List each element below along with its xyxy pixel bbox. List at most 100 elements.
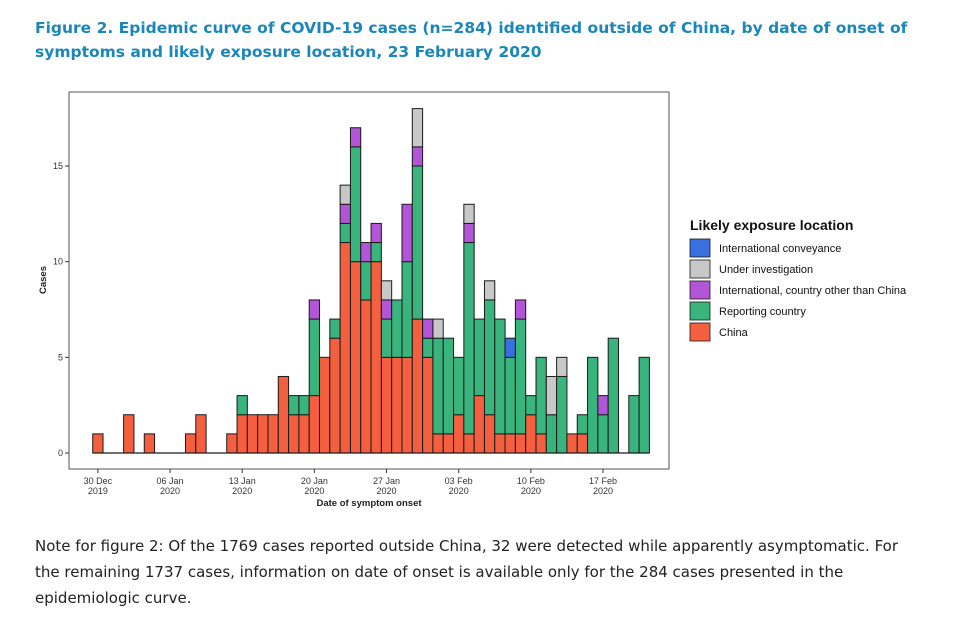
- bar-segment: [246, 414, 259, 454]
- bar-segment: [597, 395, 609, 416]
- bar-segment: [504, 433, 516, 454]
- bar-segment: [226, 433, 238, 454]
- bar-segment: [236, 395, 248, 416]
- bar-segment: [339, 222, 351, 244]
- bar-segment: [401, 356, 413, 454]
- bar-segment: [556, 356, 568, 377]
- bar-segment: [184, 433, 197, 454]
- bar-segment: [463, 433, 475, 454]
- legend-entry: Reporting country: [719, 306, 806, 318]
- bar-segment: [422, 356, 434, 454]
- bar-segment: [257, 414, 269, 454]
- bar-segment: [494, 433, 506, 454]
- bar-segment: [422, 318, 434, 339]
- bar-segment: [236, 414, 248, 454]
- x-tick-label-year: 2020: [160, 486, 180, 496]
- bar-segment: [535, 356, 547, 435]
- bar-segment: [514, 318, 527, 435]
- bar-segment: [411, 165, 424, 320]
- bar-segment: [360, 261, 372, 301]
- figure-note: Note for figure 2: Of the 1769 cases rep…: [35, 537, 899, 607]
- y-tick-label: 0: [58, 448, 63, 458]
- bar-segment: [370, 222, 382, 244]
- bar-segment: [319, 356, 331, 454]
- x-axis-label: Date of symptom onset: [316, 498, 422, 509]
- y-tick-label: 15: [53, 161, 63, 171]
- bar-segment: [535, 433, 547, 454]
- bar-segment: [638, 356, 650, 454]
- bar-segment: [442, 337, 455, 435]
- bar-segment: [463, 242, 475, 435]
- x-tick-label: 20 Jan: [301, 476, 328, 486]
- bar-segment: [339, 203, 351, 224]
- bar-segment: [463, 203, 475, 224]
- bar-segment: [349, 146, 362, 263]
- bar-segment: [504, 356, 516, 435]
- bar-segment: [380, 356, 393, 454]
- bar-segment: [453, 414, 465, 454]
- bar-segment: [308, 395, 321, 454]
- y-tick-label: 5: [58, 352, 63, 362]
- bar-segment: [483, 414, 496, 454]
- legend-swatch: [689, 322, 711, 342]
- x-tick-label: 30 Dec: [84, 476, 113, 486]
- bar-segment: [370, 261, 382, 454]
- bar-segment: [411, 108, 424, 148]
- bar-segment: [123, 414, 135, 454]
- bar-segment: [432, 433, 444, 454]
- legend-entry: International, country other than China: [719, 285, 907, 297]
- bar-segment: [473, 395, 485, 454]
- bar-segment: [401, 203, 413, 263]
- bar-segment: [298, 414, 310, 454]
- y-tick-label: 10: [53, 257, 63, 267]
- bar-segment: [442, 433, 455, 454]
- legend-swatch: [689, 238, 711, 258]
- bar-segment: [411, 146, 424, 167]
- bar-segment: [494, 318, 506, 435]
- bar-segment: [514, 433, 527, 454]
- y-axis-label: Cases: [38, 266, 49, 294]
- bar-segment: [329, 337, 341, 454]
- bar-segment: [288, 395, 300, 416]
- figure-title: Figure 2. Epidemic curve of COVID-19 cas…: [35, 19, 908, 61]
- bar-segment: [411, 318, 424, 454]
- bar-segment: [607, 337, 619, 454]
- bar-segment: [587, 356, 599, 454]
- bar-segment: [308, 318, 321, 397]
- bar-segment: [628, 395, 640, 454]
- bar-segment: [195, 414, 207, 454]
- x-tick-label-year: 2019: [88, 486, 108, 496]
- x-tick-label-year: 2020: [304, 486, 324, 496]
- x-tick-label: 03 Feb: [445, 476, 473, 486]
- bar-segment: [380, 318, 393, 358]
- x-tick-label-year: 2020: [449, 486, 469, 496]
- bar-segment: [380, 299, 393, 320]
- x-tick-label: 17 Feb: [589, 476, 617, 486]
- bar-segment: [525, 414, 537, 454]
- bar-segment: [401, 261, 413, 358]
- bar-segment: [298, 395, 310, 416]
- x-tick-label-year: 2020: [521, 486, 541, 496]
- bar-segment: [483, 280, 496, 301]
- bar-segment: [597, 414, 609, 454]
- x-tick-label: 06 Jan: [157, 476, 184, 486]
- bar-segment: [339, 184, 351, 205]
- bar-segment: [370, 242, 382, 263]
- legend-swatch: [689, 280, 711, 300]
- legend-swatch: [689, 259, 711, 279]
- legend-entry: China: [719, 327, 749, 339]
- bar-segment: [545, 375, 558, 416]
- bar-segment: [288, 414, 300, 454]
- x-tick-label: 13 Jan: [229, 476, 256, 486]
- x-tick-label-year: 2020: [377, 486, 397, 496]
- bar-segment: [422, 337, 434, 358]
- bars-group: [92, 108, 650, 454]
- bar-segment: [432, 337, 444, 435]
- bar-segment: [545, 414, 558, 454]
- bar-segment: [277, 375, 290, 454]
- bar-segment: [556, 375, 568, 454]
- bar-segment: [360, 242, 372, 263]
- bar-segment: [308, 299, 321, 320]
